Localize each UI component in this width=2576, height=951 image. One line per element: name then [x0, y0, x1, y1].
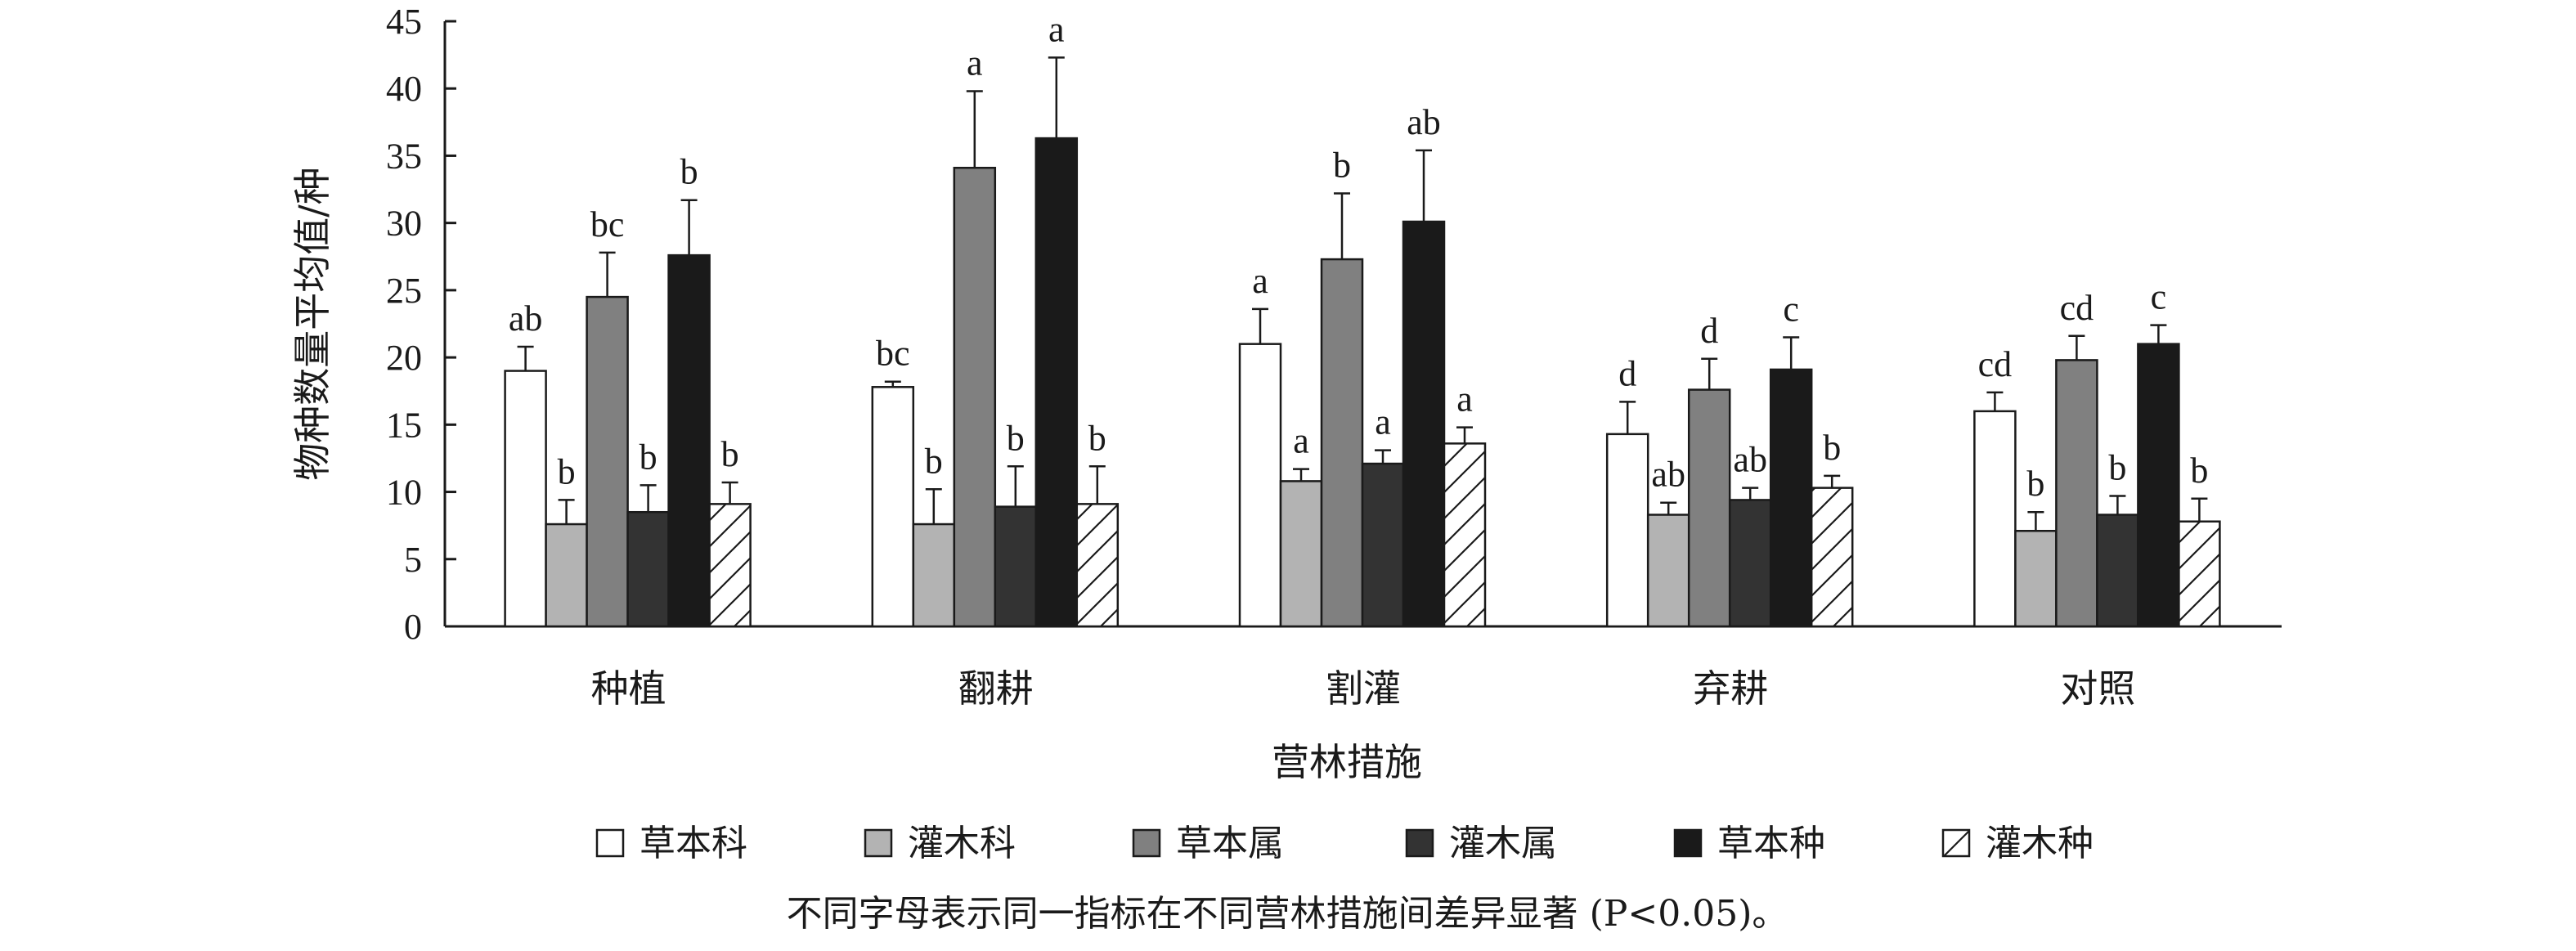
- bar: [1646, 514, 1690, 628]
- significance-note: 不同字母表示同一指标在不同营林措施间差异显著 (P<0.05)。: [787, 893, 1788, 935]
- significance-label: b: [2190, 451, 2208, 491]
- bar: [1361, 462, 1405, 628]
- significance-label: a: [1048, 9, 1065, 49]
- significance-label: b: [721, 434, 739, 474]
- significance-label: bc: [876, 334, 910, 374]
- bar: [626, 510, 670, 628]
- plot-area: 051015202530354045abbbcbbb种植bcbabab翻耕aab…: [386, 2, 2282, 711]
- significance-label: bc: [590, 204, 625, 244]
- bar: [667, 253, 711, 628]
- bar: [1973, 410, 2017, 628]
- x-axis-title: 营林措施: [1272, 740, 1422, 784]
- bar: [953, 166, 997, 628]
- bar: [2014, 529, 2058, 628]
- significance-label: d: [1700, 311, 1718, 351]
- bar: [708, 503, 752, 628]
- legend-label: 灌木种: [1986, 823, 2094, 864]
- x-category-label: 弃耕: [1693, 666, 1768, 711]
- significance-label: a: [1293, 421, 1309, 461]
- y-axis-title: 物种数量平均值/种: [290, 167, 334, 481]
- x-category-label: 割灌: [1326, 666, 1401, 711]
- significance-label: b: [680, 152, 698, 192]
- significance-label: b: [640, 437, 657, 477]
- significance-label: a: [1375, 402, 1391, 442]
- bar: [2096, 514, 2139, 628]
- significance-label: a: [967, 43, 983, 83]
- bar: [1810, 487, 1854, 628]
- significance-label: cd: [1978, 344, 2013, 384]
- legend-swatch: [1405, 828, 1434, 858]
- bar: [1034, 137, 1079, 628]
- y-tick-label: 30: [386, 204, 422, 244]
- bar: [1402, 220, 1446, 628]
- legend-label: 灌木属: [1449, 823, 1557, 864]
- significance-label: c: [1783, 289, 1799, 329]
- significance-label: b: [1333, 145, 1351, 185]
- legend-swatch: [1132, 828, 1161, 858]
- significance-label: d: [1618, 353, 1636, 393]
- bar: [871, 386, 915, 628]
- significance-label: a: [1252, 261, 1268, 301]
- x-category-label: 翻耕: [958, 666, 1034, 711]
- bar: [1605, 433, 1649, 628]
- y-tick-label: 15: [386, 405, 422, 445]
- bar: [1279, 480, 1323, 628]
- bar: [1075, 503, 1120, 628]
- y-tick-label: 40: [386, 69, 422, 109]
- x-category-label: 种植: [591, 666, 666, 711]
- bar: [1769, 368, 1813, 628]
- bar: [1320, 258, 1364, 628]
- significance-label: a: [1456, 379, 1473, 419]
- legend-swatch: [1941, 828, 1971, 858]
- bar: [994, 505, 1038, 628]
- y-tick-label: 45: [386, 2, 422, 42]
- legend-swatch: [1673, 828, 1703, 858]
- bar: [586, 295, 629, 628]
- significance-label: b: [2108, 447, 2126, 487]
- significance-label: b: [1823, 428, 1841, 468]
- significance-label: b: [925, 441, 943, 481]
- bar: [2137, 343, 2180, 628]
- legend-label: 草本科: [640, 823, 747, 864]
- legend-swatch: [595, 828, 625, 858]
- significance-label: cd: [2060, 288, 2094, 328]
- y-tick-label: 10: [386, 473, 422, 513]
- significance-label: b: [2026, 464, 2044, 504]
- y-tick-label: 20: [386, 338, 422, 378]
- bar: [504, 370, 547, 628]
- significance-label: c: [2151, 277, 2167, 317]
- significance-label: b: [1088, 418, 1106, 458]
- bar: [2055, 359, 2098, 628]
- bar: [1728, 499, 1772, 628]
- y-tick-label: 0: [404, 607, 422, 647]
- bar: [1238, 343, 1282, 628]
- legend-swatch: [864, 828, 893, 858]
- y-tick-label: 35: [386, 136, 422, 176]
- y-tick-label: 25: [386, 271, 422, 311]
- legend-label: 草本属: [1176, 823, 1284, 864]
- x-category-label: 对照: [2060, 666, 2135, 711]
- significance-label: ab: [509, 298, 543, 339]
- significance-label: ab: [1733, 440, 1767, 480]
- significance-label: ab: [1407, 102, 1441, 142]
- legend: 草本科 灌木科 草本属 灌木属 草本种 灌木种: [595, 823, 2094, 864]
- significance-label: b: [558, 451, 576, 491]
- significance-label: ab: [1651, 455, 1685, 495]
- bar: [1687, 388, 1731, 628]
- y-tick-label: 5: [404, 540, 422, 580]
- bar: [1443, 442, 1487, 628]
- bar: [2178, 520, 2221, 628]
- bar: [912, 523, 956, 628]
- legend-label: 草本种: [1717, 823, 1825, 864]
- significance-label: b: [1007, 418, 1025, 458]
- bar: [545, 523, 588, 628]
- legend-label: 灌木科: [908, 823, 1016, 864]
